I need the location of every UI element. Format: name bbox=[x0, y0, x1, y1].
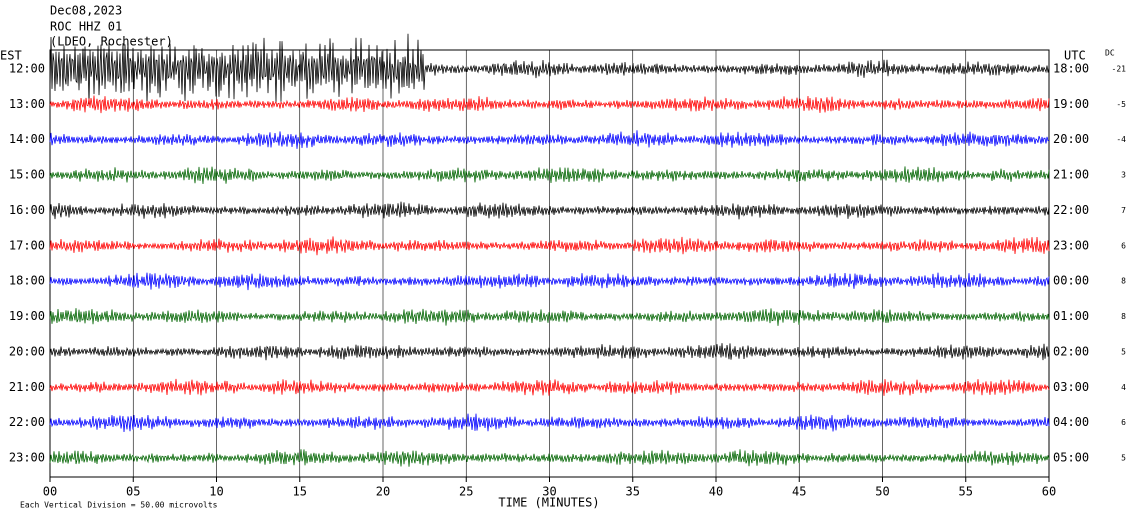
est-label: 17:00 bbox=[9, 238, 45, 252]
dc-label: DC bbox=[1105, 49, 1115, 58]
dc-value: -21 bbox=[1112, 65, 1127, 74]
est-label: 16:00 bbox=[9, 203, 45, 217]
dc-value: 5 bbox=[1121, 454, 1126, 463]
trace bbox=[49, 33, 1050, 105]
dc-value: 8 bbox=[1121, 277, 1126, 286]
x-tick-label: 20 bbox=[376, 485, 390, 499]
x-tick-label: 50 bbox=[875, 485, 889, 499]
trace bbox=[49, 272, 1050, 291]
x-tick-label: 55 bbox=[959, 485, 973, 499]
utc-label: 01:00 bbox=[1053, 309, 1089, 323]
utc-label: 02:00 bbox=[1053, 344, 1089, 358]
x-tick-label: 45 bbox=[792, 485, 806, 499]
utc-label: 05:00 bbox=[1053, 451, 1089, 465]
trace bbox=[49, 166, 1050, 185]
dc-value: 4 bbox=[1121, 383, 1126, 392]
utc-label: 04:00 bbox=[1053, 415, 1089, 429]
trace bbox=[49, 95, 1050, 114]
header-line: (LDEO, Rochester) bbox=[50, 35, 173, 49]
x-tick-label: 40 bbox=[709, 485, 723, 499]
footer: Each Vertical Division = 50.00 microvolt… bbox=[20, 501, 218, 510]
x-tick-label: 15 bbox=[293, 485, 307, 499]
left-axis-label: EST bbox=[0, 49, 22, 63]
header-line: Dec08,2023 bbox=[50, 4, 122, 18]
dc-value: 6 bbox=[1121, 241, 1126, 250]
x-tick-label: 10 bbox=[209, 485, 223, 499]
x-tick-label: 35 bbox=[626, 485, 640, 499]
dc-value: 3 bbox=[1121, 171, 1126, 180]
est-label: 20:00 bbox=[9, 344, 45, 358]
trace bbox=[49, 308, 1050, 326]
trace bbox=[49, 343, 1050, 361]
utc-label: 23:00 bbox=[1053, 238, 1089, 252]
trace bbox=[49, 130, 1050, 149]
est-label: 21:00 bbox=[9, 380, 45, 394]
utc-label: 19:00 bbox=[1053, 97, 1089, 111]
trace bbox=[49, 236, 1050, 256]
utc-label: 21:00 bbox=[1053, 168, 1089, 182]
trace bbox=[49, 201, 1050, 220]
est-label: 13:00 bbox=[9, 97, 45, 111]
utc-label: 03:00 bbox=[1053, 380, 1089, 394]
est-label: 19:00 bbox=[9, 309, 45, 323]
x-tick-label: 30 bbox=[542, 485, 556, 499]
est-label: 14:00 bbox=[9, 132, 45, 146]
est-label: 12:00 bbox=[9, 62, 45, 76]
trace bbox=[49, 413, 1050, 433]
x-tick-label: 00 bbox=[43, 485, 57, 499]
trace bbox=[49, 378, 1050, 396]
dc-value: 8 bbox=[1121, 312, 1126, 321]
est-label: 23:00 bbox=[9, 451, 45, 465]
x-tick-label: 05 bbox=[126, 485, 140, 499]
trace bbox=[49, 449, 1050, 467]
x-axis-label: TIME (MINUTES) bbox=[498, 496, 599, 510]
header-line: ROC HHZ 01 bbox=[50, 20, 122, 34]
x-tick-label: 60 bbox=[1042, 485, 1056, 499]
est-label: 15:00 bbox=[9, 168, 45, 182]
utc-label: 00:00 bbox=[1053, 274, 1089, 288]
dc-value: 6 bbox=[1121, 418, 1126, 427]
est-label: 22:00 bbox=[9, 415, 45, 429]
dc-value: 5 bbox=[1121, 347, 1126, 356]
dc-value: -5 bbox=[1116, 100, 1126, 109]
dc-value: -4 bbox=[1116, 135, 1126, 144]
utc-label: 22:00 bbox=[1053, 203, 1089, 217]
utc-label: 18:00 bbox=[1053, 62, 1089, 76]
est-label: 18:00 bbox=[9, 274, 45, 288]
utc-label: 20:00 bbox=[1053, 132, 1089, 146]
right-axis-label: UTC bbox=[1064, 49, 1086, 63]
x-tick-label: 25 bbox=[459, 485, 473, 499]
dc-value: 7 bbox=[1121, 206, 1126, 215]
